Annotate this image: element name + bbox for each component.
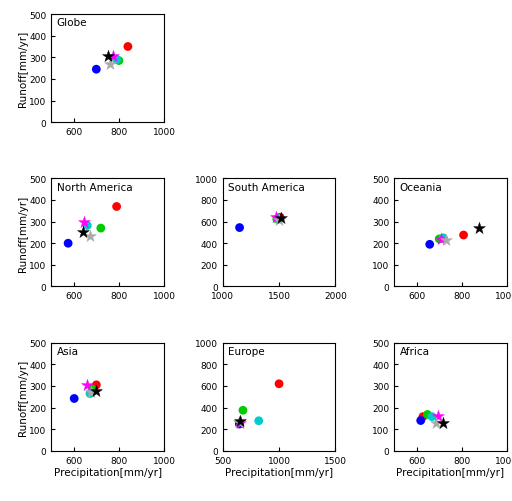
Point: [273, 215, 281, 223]
Point: [239, 406, 247, 414]
Point: [86, 233, 94, 241]
Point: [86, 390, 94, 398]
Point: [83, 222, 91, 230]
Point: [106, 61, 114, 69]
Point: [236, 417, 244, 425]
Point: [419, 413, 427, 421]
Point: [277, 215, 285, 223]
Point: [273, 215, 282, 223]
Point: [235, 420, 243, 428]
Point: [64, 240, 72, 248]
Point: [439, 419, 447, 427]
Point: [97, 224, 105, 232]
Legend: R-GSWP2-B0, R-GSWP2-B1, R-GSWP1, R-N01, R-F02, R-D03, R-BR75: R-GSWP2-B0, R-GSWP2-B1, R-GSWP1, R-N01, …: [228, 20, 323, 116]
Point: [115, 58, 123, 66]
X-axis label: Precipitation[mm/yr]: Precipitation[mm/yr]: [396, 467, 504, 477]
Y-axis label: Runoff[mm/yr]: Runoff[mm/yr]: [18, 195, 28, 271]
Text: Globe: Globe: [57, 18, 88, 28]
Point: [428, 413, 436, 421]
Y-axis label: Runoff[mm/yr]: Runoff[mm/yr]: [18, 359, 28, 435]
Point: [80, 218, 88, 226]
Text: North America: North America: [57, 182, 133, 192]
Point: [70, 395, 78, 403]
Point: [437, 236, 445, 244]
Point: [92, 381, 100, 389]
Point: [88, 385, 96, 393]
Text: Asia: Asia: [57, 346, 79, 356]
Point: [87, 389, 95, 397]
Point: [236, 224, 244, 232]
Point: [434, 412, 442, 420]
Point: [272, 214, 280, 222]
Point: [275, 380, 283, 388]
Point: [276, 214, 284, 222]
Point: [417, 417, 425, 425]
Point: [475, 224, 483, 232]
Point: [109, 53, 117, 61]
Text: South America: South America: [228, 182, 305, 192]
Point: [423, 411, 432, 419]
Point: [435, 235, 443, 243]
Point: [79, 228, 88, 236]
Point: [92, 66, 100, 74]
Point: [433, 419, 441, 427]
Text: Oceania: Oceania: [400, 182, 442, 192]
X-axis label: Precipitation[mm/yr]: Precipitation[mm/yr]: [54, 467, 162, 477]
Y-axis label: Runoff[mm/yr]: Runoff[mm/yr]: [18, 31, 28, 107]
Point: [113, 56, 121, 64]
Point: [439, 234, 447, 242]
Text: Africa: Africa: [400, 346, 430, 356]
Point: [235, 418, 243, 426]
Point: [254, 417, 263, 425]
Point: [459, 231, 467, 239]
Point: [113, 203, 121, 211]
Point: [425, 241, 434, 249]
Point: [124, 44, 132, 52]
Point: [441, 236, 450, 244]
Point: [275, 216, 283, 224]
Text: Europe: Europe: [228, 346, 265, 356]
Point: [83, 381, 91, 389]
Point: [104, 53, 112, 61]
Point: [237, 419, 245, 427]
Point: [92, 387, 100, 395]
X-axis label: Precipitation[mm/yr]: Precipitation[mm/yr]: [225, 467, 333, 477]
